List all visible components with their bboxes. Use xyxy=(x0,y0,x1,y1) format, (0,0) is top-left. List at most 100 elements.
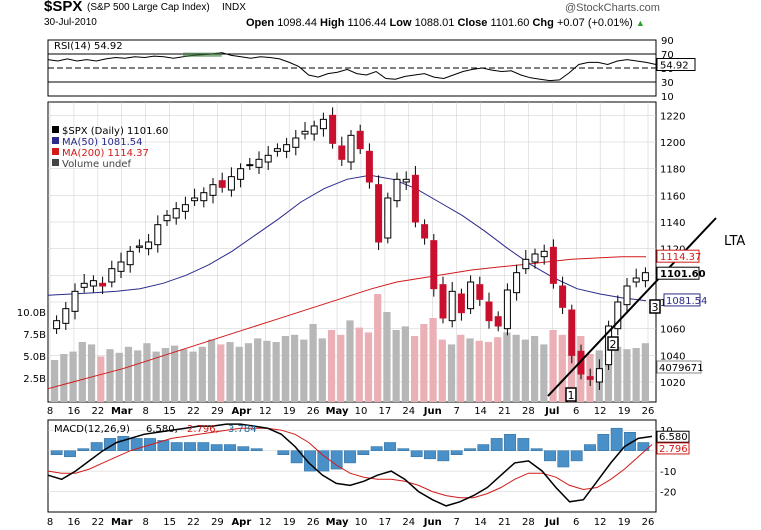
price-xtick-label: 6 xyxy=(573,406,579,417)
high-value: 1106.44 xyxy=(347,17,387,29)
candle-body xyxy=(494,316,502,327)
price-ytick-label: 1060 xyxy=(660,325,685,336)
header-symbol: $SPX xyxy=(44,0,83,15)
price-xtick-label: 24 xyxy=(402,406,415,417)
price-ytick-label: 1180 xyxy=(660,165,685,176)
candle-body xyxy=(421,224,429,239)
candle-body xyxy=(218,180,226,188)
volume-bar xyxy=(364,332,373,402)
legend-swatch xyxy=(52,148,59,155)
volume-bar xyxy=(337,334,345,402)
volume-bar xyxy=(383,312,391,402)
legend-entry: MA(200) 1114.37 xyxy=(62,148,149,159)
candle-body xyxy=(246,164,254,167)
ohlc-row: Open 1098.44 High 1106.44 Low 1088.01 Cl… xyxy=(246,17,645,29)
macd-xtick-label: 12 xyxy=(259,517,272,528)
macd-panel-frame xyxy=(47,419,657,513)
macd-xtick-label: 17 xyxy=(379,517,392,528)
macd-histogram-bar xyxy=(530,448,543,451)
macd-xtick-label: 8 xyxy=(47,517,53,528)
volume-tick-label: 2.5B xyxy=(23,374,46,385)
candle-body xyxy=(559,285,567,308)
macd-xtick-label: 26 xyxy=(307,517,320,528)
macd-histogram-bar xyxy=(610,427,623,451)
volume-bar xyxy=(318,338,326,402)
close-value-label: 1101.60 xyxy=(660,269,706,280)
volume-bar xyxy=(87,344,96,402)
volume-bar xyxy=(97,356,105,402)
candle-body xyxy=(108,268,116,283)
open-value: 1098.44 xyxy=(277,17,317,29)
price-xtick-label: 26 xyxy=(307,406,320,417)
header-exchange: INDX xyxy=(222,2,246,13)
volume-bar xyxy=(632,348,640,402)
candle-body xyxy=(568,309,576,356)
price-xtick-label: Mar xyxy=(111,406,133,417)
candle-body xyxy=(264,154,272,163)
price-xtick-label: 26 xyxy=(642,406,655,417)
price-ytick-label: 1200 xyxy=(660,138,685,149)
macd-histogram-bar xyxy=(77,448,90,451)
macd-histogram-bar xyxy=(290,450,303,464)
macd-signal-box xyxy=(656,442,690,455)
macd-title-value-2: 2.796, xyxy=(187,424,219,435)
candle-body xyxy=(99,282,107,287)
price-ytick-label: 1220 xyxy=(660,111,685,122)
volume-bar xyxy=(189,351,197,402)
volume-bar xyxy=(152,351,160,402)
candle-body xyxy=(531,253,539,263)
candle-body xyxy=(467,281,475,310)
open-label: Open xyxy=(246,17,275,29)
candle-body xyxy=(623,285,631,306)
macd-xtick-label: Jul xyxy=(544,517,559,528)
macd-histogram-bar xyxy=(397,448,410,451)
candle-body xyxy=(89,280,97,287)
candle-body xyxy=(53,320,61,330)
candle-body xyxy=(191,197,199,202)
volume-bar xyxy=(614,346,622,402)
macd-histogram-bar xyxy=(384,442,396,451)
price-xtick-label: 28 xyxy=(522,406,535,417)
price-xtick-label: 8 xyxy=(47,406,53,417)
candle-body xyxy=(329,114,337,144)
marker-box-3 xyxy=(649,299,661,314)
macd-xtick-label: 7 xyxy=(453,517,459,528)
macd-xtick-label: 19 xyxy=(283,517,296,528)
ma50-value-box xyxy=(663,293,701,307)
candle-body xyxy=(338,145,346,160)
candle-body xyxy=(457,293,465,314)
legend-entry: $SPX (Daily) 1101.60 xyxy=(62,126,168,137)
price-ytick-label: 1140 xyxy=(660,218,685,229)
price-xtick-label: 19 xyxy=(618,406,631,417)
candle-body xyxy=(154,224,162,246)
volume-bar xyxy=(420,324,428,402)
macd-histogram-bar xyxy=(450,450,463,456)
candle-body xyxy=(641,272,649,282)
ma200-value-box xyxy=(656,249,700,263)
candle-body xyxy=(430,240,438,290)
candle-body xyxy=(632,277,640,283)
trendline-lta xyxy=(547,217,717,397)
price-xtick-label: May xyxy=(326,406,349,417)
macd-xtick-label: 22 xyxy=(187,517,200,528)
candle-body xyxy=(503,289,511,330)
rsi-ytick-label: 90 xyxy=(661,36,674,47)
macd-histogram-bar xyxy=(344,450,356,464)
legend-swatch xyxy=(52,137,59,144)
header-date: 30-Jul-2010 xyxy=(44,17,97,28)
volume-bar xyxy=(623,349,631,402)
price-xtick-label: 8 xyxy=(142,406,148,417)
candle-body xyxy=(586,376,594,380)
marker-label-3: 3 xyxy=(652,301,659,314)
volume-bar xyxy=(447,344,456,402)
macd-histogram-bar xyxy=(504,434,516,451)
price-xtick-label: Jul xyxy=(544,406,559,417)
macd-xtick-label: 26 xyxy=(642,517,655,528)
candle-body xyxy=(393,178,401,202)
candle-body xyxy=(301,130,309,135)
candle-body xyxy=(549,246,557,284)
macd-xtick-label: 24 xyxy=(402,517,415,528)
macd-histogram-bar xyxy=(597,434,610,451)
legend-entry: MA(50) 1081.54 xyxy=(62,137,143,148)
volume-bar xyxy=(392,330,400,402)
